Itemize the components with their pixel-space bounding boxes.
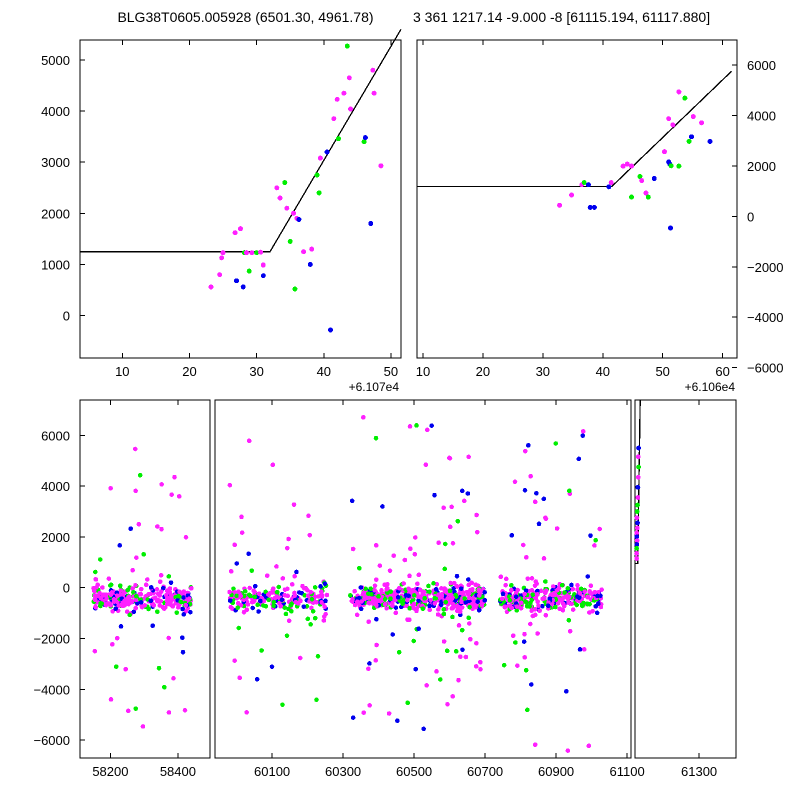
svg-text:−6000: −6000 bbox=[33, 733, 70, 748]
svg-text:6000: 6000 bbox=[747, 58, 776, 73]
svg-text:4000: 4000 bbox=[41, 479, 70, 494]
svg-text:2000: 2000 bbox=[747, 159, 776, 174]
svg-text:+6.106e4: +6.106e4 bbox=[685, 380, 736, 394]
svg-text:1000: 1000 bbox=[41, 257, 70, 272]
svg-text:4000: 4000 bbox=[41, 104, 70, 119]
svg-text:5000: 5000 bbox=[41, 53, 70, 68]
svg-text:−2000: −2000 bbox=[747, 260, 784, 275]
svg-text:2000: 2000 bbox=[41, 206, 70, 221]
svg-text:60500: 60500 bbox=[396, 764, 432, 779]
svg-text:3000: 3000 bbox=[41, 155, 70, 170]
svg-text:10: 10 bbox=[115, 364, 129, 379]
svg-text:40: 40 bbox=[317, 364, 331, 379]
svg-text:58200: 58200 bbox=[92, 764, 128, 779]
svg-text:61100: 61100 bbox=[610, 764, 645, 779]
svg-text:0: 0 bbox=[747, 209, 754, 224]
svg-text:3 361 1217.14 -9.000 -8 [61115: 3 361 1217.14 -9.000 -8 [61115.194, 6111… bbox=[413, 9, 710, 25]
svg-text:60700: 60700 bbox=[467, 764, 503, 779]
svg-text:30: 30 bbox=[536, 364, 550, 379]
svg-text:+6.107e4: +6.107e4 bbox=[349, 380, 400, 394]
svg-text:50: 50 bbox=[384, 364, 398, 379]
svg-text:0: 0 bbox=[63, 581, 70, 596]
svg-text:0: 0 bbox=[63, 309, 70, 324]
svg-text:50: 50 bbox=[655, 364, 669, 379]
svg-text:2000: 2000 bbox=[41, 530, 70, 545]
svg-text:BLG38T0605.005928 (6501.30, 49: BLG38T0605.005928 (6501.30, 4961.78) bbox=[117, 9, 373, 25]
svg-text:20: 20 bbox=[182, 364, 196, 379]
svg-text:10: 10 bbox=[416, 364, 430, 379]
svg-text:−2000: −2000 bbox=[33, 632, 70, 647]
svg-text:61300: 61300 bbox=[681, 764, 717, 779]
svg-text:60900: 60900 bbox=[538, 764, 574, 779]
svg-text:6000: 6000 bbox=[41, 428, 70, 443]
svg-text:−4000: −4000 bbox=[33, 682, 70, 697]
svg-text:20: 20 bbox=[476, 364, 490, 379]
svg-text:4000: 4000 bbox=[747, 108, 776, 123]
svg-text:60: 60 bbox=[715, 364, 729, 379]
svg-text:−4000: −4000 bbox=[747, 310, 784, 325]
svg-text:30: 30 bbox=[249, 364, 263, 379]
svg-text:−6000: −6000 bbox=[747, 361, 784, 376]
svg-text:58400: 58400 bbox=[160, 764, 196, 779]
svg-text:60300: 60300 bbox=[325, 764, 361, 779]
svg-text:40: 40 bbox=[596, 364, 610, 379]
svg-text:60100: 60100 bbox=[254, 764, 290, 779]
